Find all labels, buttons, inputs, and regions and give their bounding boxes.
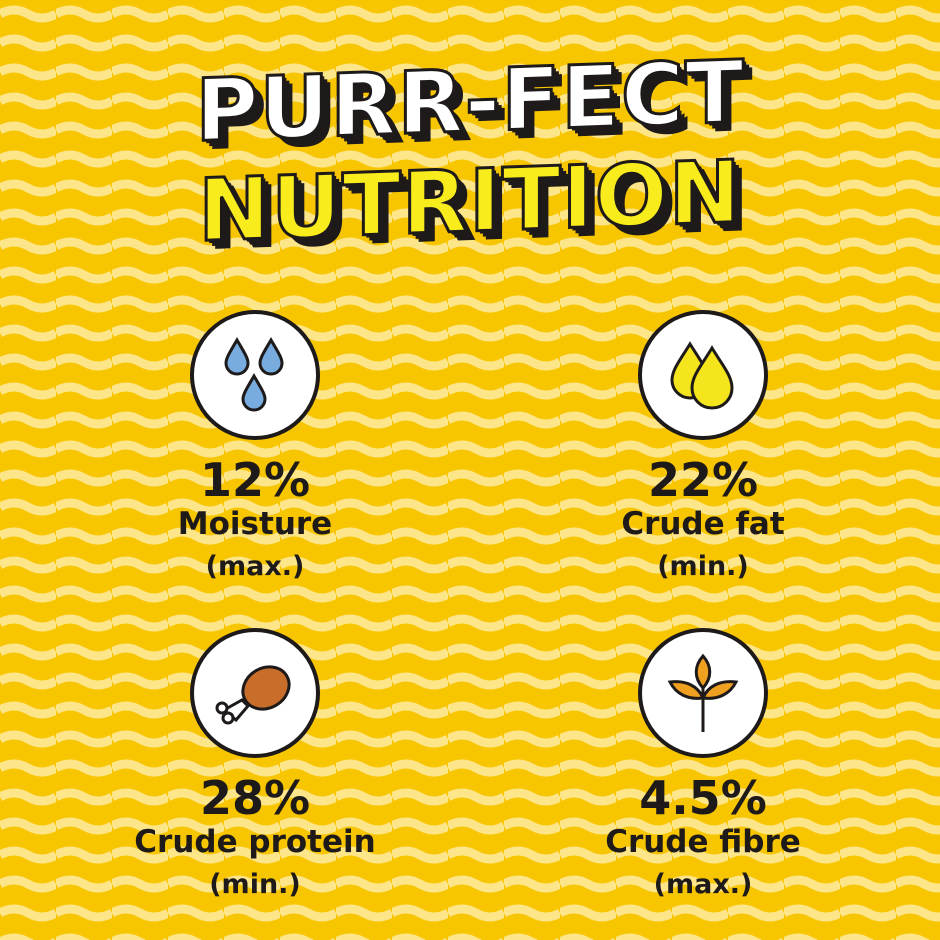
- nutrient-label: Crude fibre: [605, 824, 801, 860]
- percent-value: 4.5%: [639, 771, 767, 825]
- chicken-drumstick-icon: [190, 628, 320, 758]
- wheat-icon: [638, 628, 768, 758]
- nutrient-qualifier: (max.): [205, 551, 305, 582]
- oil-drops-icon: [638, 310, 768, 440]
- percent-value: 28%: [199, 771, 311, 825]
- nutrient-crude-protein: 28% Crude protein (min.): [45, 628, 465, 908]
- nutrient-label: Crude fat: [621, 506, 785, 542]
- nutrient-crude-fibre: 4.5% Crude fibre (max.): [493, 628, 913, 908]
- nutrient-label: Moisture: [177, 506, 333, 542]
- percent-value: 22%: [647, 453, 759, 507]
- nutrient-crude-fat: 22% Crude fat (min.): [493, 310, 913, 590]
- nutrient-moisture: 12% Moisture (max.): [45, 310, 465, 590]
- nutrient-qualifier: (min.): [209, 869, 301, 900]
- nutrient-qualifier: (min.): [657, 551, 749, 582]
- nutrient-qualifier: (max.): [653, 869, 753, 900]
- water-drops-icon: [190, 310, 320, 440]
- nutrient-label: Crude protein: [134, 824, 376, 860]
- percent-value: 12%: [199, 453, 311, 507]
